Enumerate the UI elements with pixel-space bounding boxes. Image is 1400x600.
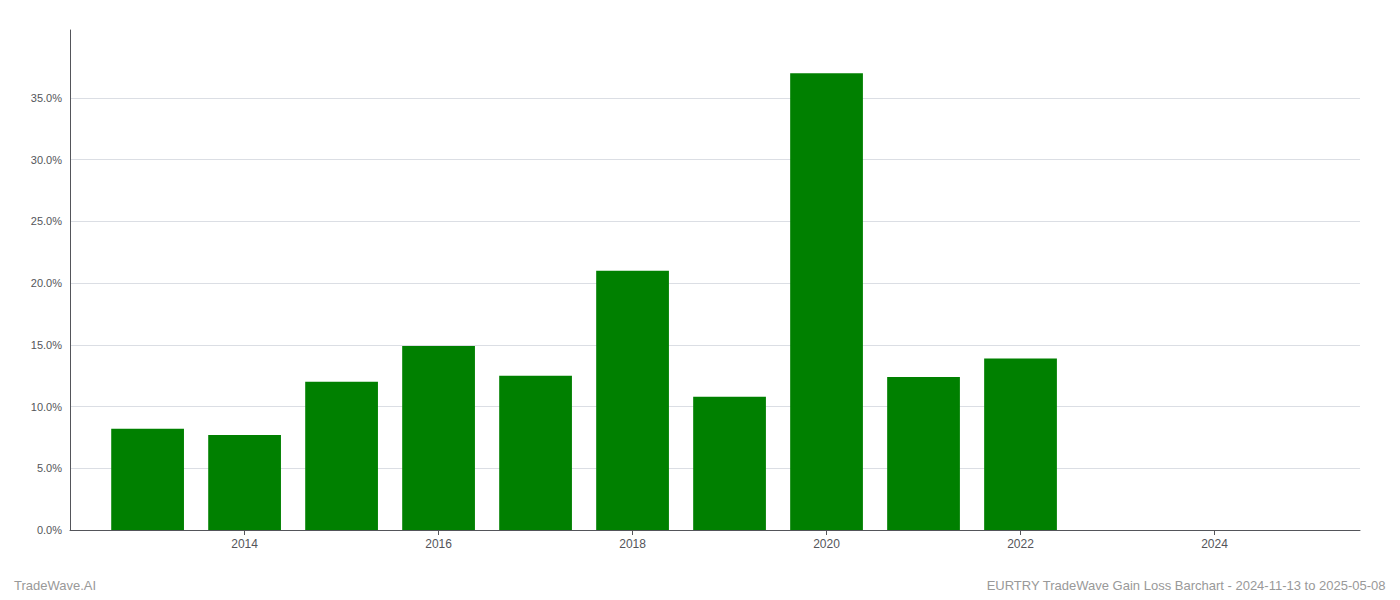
svg-text:20.0%: 20.0% <box>31 277 62 289</box>
svg-text:2014: 2014 <box>231 537 258 551</box>
svg-text:35.0%: 35.0% <box>31 92 62 104</box>
svg-text:EURTRY TradeWave Gain Loss Bar: EURTRY TradeWave Gain Loss Barchart - 20… <box>987 578 1386 593</box>
svg-text:25.0%: 25.0% <box>31 215 62 227</box>
svg-text:2016: 2016 <box>425 537 452 551</box>
svg-text:2024: 2024 <box>1201 537 1228 551</box>
svg-text:2022: 2022 <box>1007 537 1034 551</box>
svg-text:30.0%: 30.0% <box>31 154 62 166</box>
svg-text:5.0%: 5.0% <box>37 462 62 474</box>
svg-text:0.0%: 0.0% <box>37 524 62 536</box>
svg-text:2020: 2020 <box>813 537 840 551</box>
svg-text:2018: 2018 <box>619 537 646 551</box>
svg-text:10.0%: 10.0% <box>31 401 62 413</box>
svg-text:TradeWave.AI: TradeWave.AI <box>14 578 96 593</box>
svg-text:15.0%: 15.0% <box>31 339 62 351</box>
